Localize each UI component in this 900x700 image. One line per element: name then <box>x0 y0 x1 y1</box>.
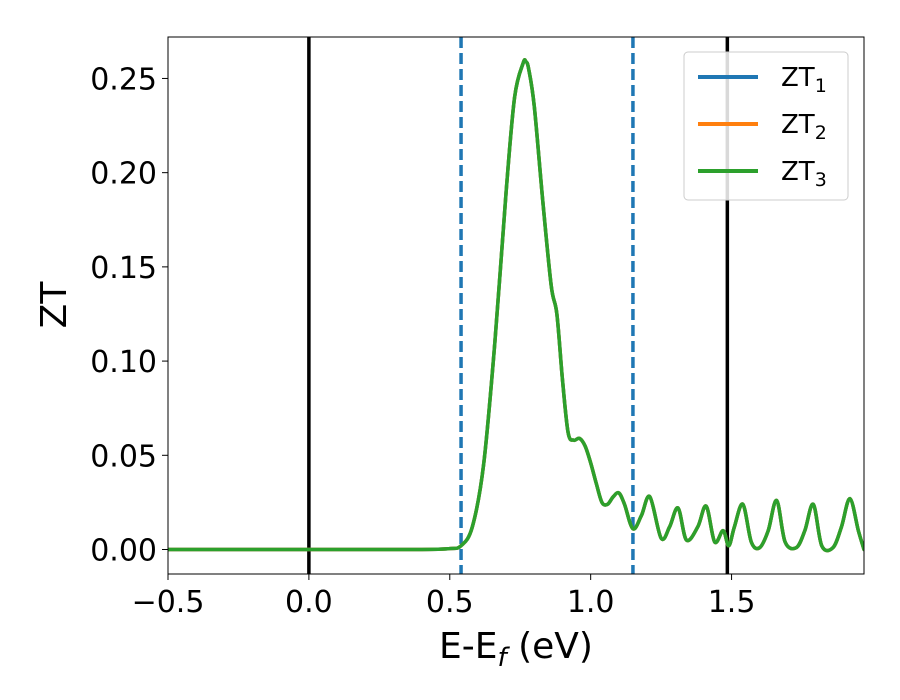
y-tick-label: 0.10 <box>90 345 157 380</box>
x-tick-label: 1.0 <box>567 585 615 620</box>
y-tick-label: 0.00 <box>90 534 157 569</box>
x-axis-label-main: E-E <box>439 626 497 667</box>
series-lines <box>168 58 864 553</box>
legend-box <box>683 51 849 201</box>
x-tick-label: 0.5 <box>426 585 474 620</box>
x-tick-label: 1.5 <box>708 585 756 620</box>
y-axis: 0.00 0.05 0.10 0.15 0.20 0.25 <box>90 62 168 569</box>
legend-label-zt2: ZT2 <box>781 110 827 144</box>
y-tick-label: 0.15 <box>90 251 157 286</box>
y-tick-label: 0.05 <box>90 439 157 474</box>
plot-frame <box>167 36 865 575</box>
y-tick-label: 0.25 <box>90 62 157 97</box>
series-line-zt3 <box>168 58 864 553</box>
x-axis: −0.5 0.0 0.5 1.0 1.5 <box>132 574 756 620</box>
x-axis-label: E-Ef (eV) <box>439 626 593 673</box>
y-axis-label: ZT <box>34 281 75 329</box>
legend: ZT1 ZT2 ZT3 <box>683 51 849 201</box>
x-tick-label: 0.0 <box>285 585 333 620</box>
x-axis-label-unit: (eV) <box>507 626 593 667</box>
x-tick-label: −0.5 <box>132 585 205 620</box>
legend-label-zt1: ZT1 <box>781 63 827 97</box>
y-tick-label: 0.20 <box>90 157 157 192</box>
legend-label-zt3: ZT3 <box>781 157 827 191</box>
